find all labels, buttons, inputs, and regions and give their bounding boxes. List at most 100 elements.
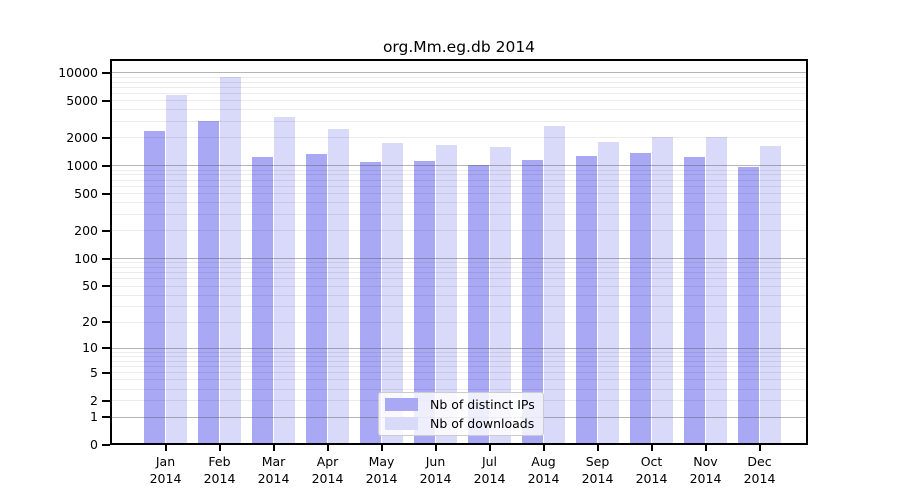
x-tick	[758, 445, 761, 451]
bar-downloads-apr	[327, 128, 350, 444]
x-tick	[164, 445, 167, 451]
minor-gridline	[112, 174, 806, 176]
y-tick	[102, 285, 110, 288]
minor-gridline	[112, 305, 806, 307]
y-tick	[102, 164, 110, 167]
minor-gridline	[112, 365, 806, 367]
y-tick-label: 10	[82, 340, 98, 356]
y-tick	[102, 71, 110, 74]
bar-downloads-feb	[219, 77, 242, 444]
minor-gridline	[112, 388, 806, 390]
bar-downloads-oct	[651, 136, 674, 444]
x-tick-label: Jul 2014	[473, 454, 506, 486]
y-tick-label: 2000	[66, 129, 98, 145]
y-tick-label: 0	[90, 437, 98, 452]
major-gridline	[112, 72, 806, 74]
minor-gridline	[112, 379, 806, 381]
legend: Nb of distinct IPs Nb of downloads	[378, 392, 544, 436]
y-tick	[102, 399, 110, 402]
y-tick-label: 5000	[66, 92, 98, 108]
bar-distinct-ips-jan	[143, 131, 166, 444]
chart-title: org.Mm.eg.db 2014	[382, 38, 536, 56]
bar-distinct-ips-oct	[629, 153, 652, 444]
y-tick-label: 200	[74, 222, 98, 238]
bar-downloads-aug	[543, 125, 566, 444]
legend-item-distinct-ips: Nb of distinct IPs	[385, 397, 537, 413]
y-tick	[102, 136, 110, 139]
minor-gridline	[112, 230, 806, 232]
minor-gridline	[112, 360, 806, 362]
y-tick-label: 1	[90, 409, 98, 424]
y-tick-label: 500	[74, 185, 98, 201]
minor-gridline	[112, 93, 806, 95]
legend-swatch-distinct-ips	[385, 398, 418, 411]
minor-gridline	[112, 193, 806, 195]
y-tick	[102, 99, 110, 102]
x-tick-label: Jan 2014	[149, 454, 182, 486]
minor-gridline	[112, 76, 806, 78]
y-tick-label: 50	[82, 278, 98, 294]
minor-gridline	[112, 355, 806, 357]
minor-gridline	[112, 278, 806, 280]
x-tick-label: Aug 2014	[527, 454, 560, 486]
major-gridline	[112, 258, 806, 260]
bar-distinct-ips-jun	[413, 161, 436, 444]
x-tick-label: Dec 2014	[743, 454, 776, 486]
bar-distinct-ips-feb	[197, 121, 220, 444]
minor-gridline	[112, 321, 806, 323]
major-gridline	[112, 347, 806, 349]
x-tick	[650, 445, 653, 451]
bar-downloads-nov	[705, 136, 728, 444]
bar-downloads-jun	[435, 145, 458, 444]
bar-downloads-dec	[759, 145, 782, 444]
x-tick	[380, 445, 383, 451]
x-tick	[272, 445, 275, 451]
minor-gridline	[112, 351, 806, 353]
x-tick-label: Nov 2014	[689, 454, 722, 486]
minor-gridline	[112, 179, 806, 181]
bar-downloads-may	[381, 142, 404, 444]
y-tick	[102, 371, 110, 374]
y-tick-label: 10000	[58, 64, 98, 80]
minor-gridline	[112, 81, 806, 83]
minor-gridline	[112, 272, 806, 274]
minor-gridline	[112, 202, 806, 204]
x-tick-label: May 2014	[365, 454, 398, 486]
minor-gridline	[112, 121, 806, 123]
bar-distinct-ips-may	[359, 161, 382, 444]
major-gridline	[112, 165, 806, 167]
bar-distinct-ips-dec	[737, 166, 760, 444]
bar-distinct-ips-apr	[305, 153, 328, 444]
y-tick	[102, 416, 110, 418]
minor-gridline	[112, 285, 806, 287]
legend-swatch-downloads	[385, 417, 418, 430]
x-tick-label: Jun 2014	[419, 454, 452, 486]
bar-downloads-sep	[597, 142, 620, 444]
x-tick	[326, 445, 329, 451]
y-tick	[102, 444, 110, 446]
x-tick-label: Oct 2014	[635, 454, 668, 486]
y-tick	[102, 257, 110, 260]
bar-distinct-ips-mar	[251, 156, 274, 444]
y-tick-label: 2	[90, 392, 98, 408]
minor-gridline	[112, 86, 806, 88]
bar-downloads-jan	[165, 95, 188, 444]
x-tick	[542, 445, 545, 451]
y-tick-label: 100	[74, 250, 98, 266]
bar-distinct-ips-aug	[521, 159, 544, 444]
x-tick	[434, 445, 437, 451]
legend-label-distinct-ips: Nb of distinct IPs	[430, 397, 535, 412]
y-tick	[102, 321, 110, 324]
bar-distinct-ips-jul	[467, 164, 490, 444]
x-tick	[218, 445, 221, 451]
bar-distinct-ips-sep	[575, 155, 598, 444]
legend-item-downloads: Nb of downloads	[385, 416, 537, 432]
y-tick	[102, 192, 110, 195]
legend-label-downloads: Nb of downloads	[430, 416, 535, 431]
x-tick	[704, 445, 707, 451]
y-tick	[102, 347, 110, 350]
x-tick-label: Feb 2014	[203, 454, 236, 486]
x-tick	[488, 445, 491, 451]
y-tick	[102, 229, 110, 232]
x-tick	[596, 445, 599, 451]
